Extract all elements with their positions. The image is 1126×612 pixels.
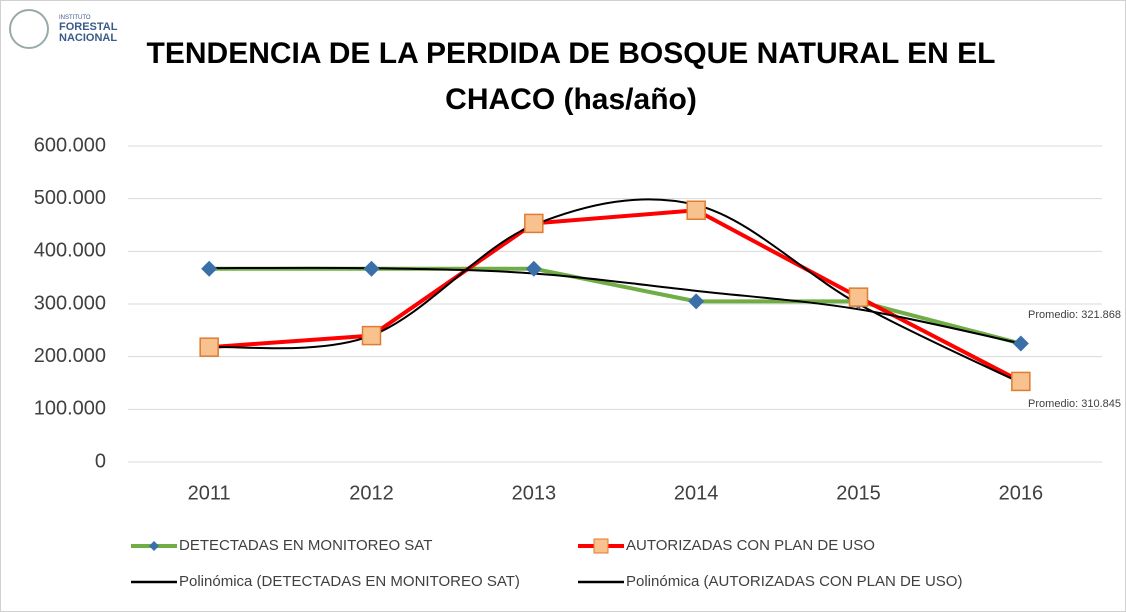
x-tick-label: 2013	[512, 482, 557, 504]
y-tick-label: 400.000	[34, 240, 106, 262]
series-line	[209, 208, 1022, 384]
legend-marker	[149, 541, 159, 551]
logo-line: NACIONAL	[59, 32, 118, 44]
logo: INSTITUTO FORESTAL NACIONAL	[9, 9, 117, 49]
logo-small: INSTITUTO	[59, 15, 91, 21]
point	[688, 293, 705, 310]
legend-label: Polinómica (AUTORIZADAS CON PLAN DE USO)	[626, 573, 962, 590]
legend-label: DETECTADAS EN MONITOREO SAT	[179, 537, 432, 554]
y-tick-label: 300.000	[34, 292, 106, 314]
annotation: Promedio: 321.868	[1028, 309, 1121, 321]
logo-line: FORESTAL	[59, 21, 118, 33]
seal	[9, 9, 49, 49]
point	[848, 287, 869, 307]
point	[1012, 335, 1029, 352]
annotation: Promedio: 310.845	[1028, 398, 1121, 410]
trend-line	[209, 266, 1022, 345]
point	[201, 260, 218, 277]
trend-line	[209, 198, 1022, 384]
y-tick-label: 200.000	[34, 345, 106, 367]
y-tick-label: 100.000	[34, 398, 106, 420]
point	[686, 200, 706, 221]
point	[361, 325, 382, 346]
x-tick-label: 2012	[349, 482, 394, 504]
y-tick-label: 500.000	[34, 187, 106, 209]
logo-text: INSTITUTO FORESTAL NACIONAL	[59, 14, 117, 44]
point	[1011, 371, 1031, 392]
x-tick-label: 2015	[836, 482, 881, 504]
legend-label: Polinómica (DETECTADAS EN MONITOREO SAT)	[179, 573, 520, 590]
legend-label: AUTORIZADAS CON PLAN DE USO	[626, 537, 875, 554]
point	[524, 213, 544, 234]
point	[525, 260, 542, 277]
point	[199, 337, 219, 357]
y-tick-label: 600.000	[34, 134, 106, 156]
x-tick-label: 2014	[674, 482, 719, 504]
x-tick-label: 2011	[188, 482, 231, 504]
legend-marker	[593, 538, 609, 554]
series-line	[209, 266, 1022, 346]
chart-title: TENDENCIA DE LA PERDIDA DE BOSQUE NATURA…	[146, 37, 996, 116]
x-tick-label: 2016	[999, 482, 1044, 504]
y-tick-label: 0	[95, 450, 106, 472]
point	[363, 260, 380, 277]
